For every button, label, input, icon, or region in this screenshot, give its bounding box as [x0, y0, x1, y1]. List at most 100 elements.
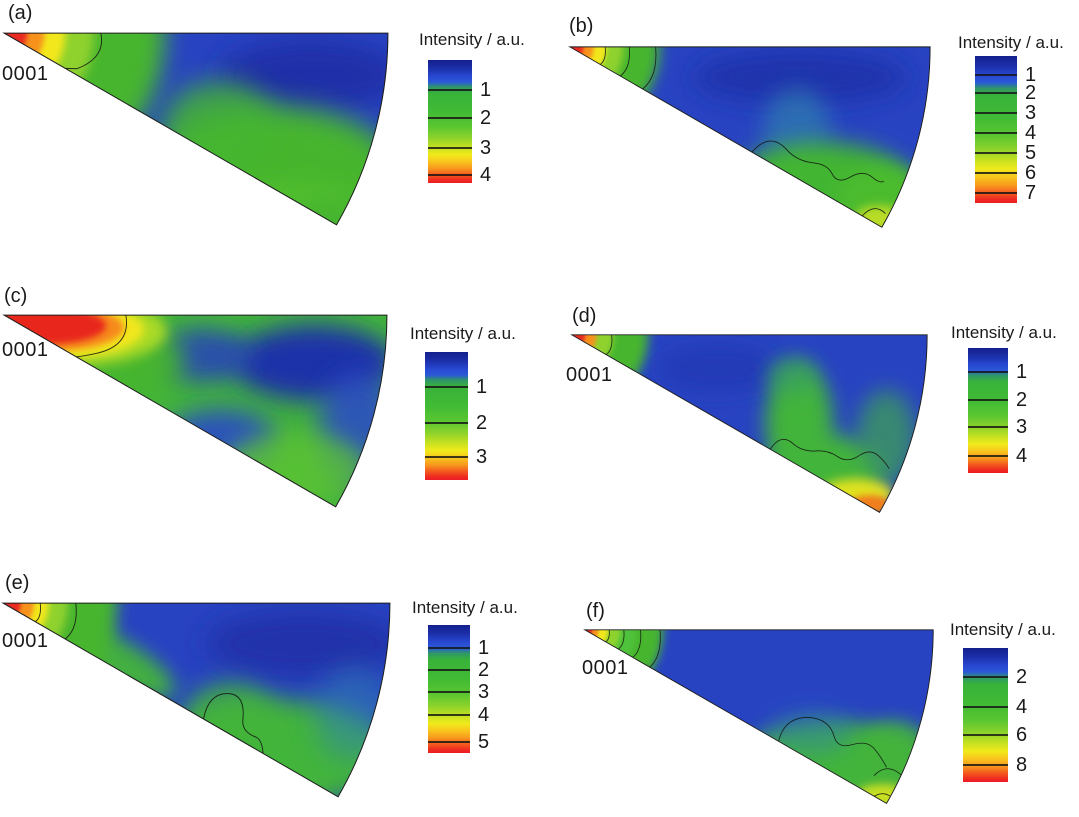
colorbar-tick-line: [428, 117, 472, 120]
panel-label-c: (c): [4, 285, 28, 307]
colorbar-tick-line: [968, 371, 1008, 373]
contour-line: [599, 46, 606, 65]
contour-line: [769, 438, 890, 469]
colorbar-a: 1 2 3 4: [428, 60, 491, 185]
colorbar-title-e: Intensity / a.u.: [412, 598, 518, 617]
wedge-outline: [1, 602, 391, 798]
wedge-outline: [2, 32, 389, 226]
contour-line: [617, 629, 625, 650]
contour-line: [642, 46, 657, 90]
colorbar-tick-line: [425, 422, 468, 425]
colorbar-tick-label: 5: [478, 730, 490, 753]
colorbar-tick-line: [968, 399, 1008, 401]
colorbar-tick-label: 3: [480, 136, 492, 159]
wedge-outline: [2, 314, 388, 508]
ipf-wedge-e: [1, 602, 391, 798]
colorbar-tick-line: [975, 73, 1017, 76]
colorbar-tick-label: 2: [480, 107, 492, 130]
wedge-field: [4, 315, 387, 507]
colorbar-tick-label: 1: [1025, 63, 1037, 86]
contour-line: [34, 603, 41, 623]
contour-line: [605, 629, 610, 643]
colorbar-tick-line: [975, 92, 1017, 95]
colorbar-tick-label: 1: [480, 79, 492, 101]
panel-label-d: (d): [572, 305, 597, 327]
colorbar-f: 2 4 6 8: [963, 648, 1027, 782]
colorbar-tick-label: 4: [478, 703, 490, 726]
colorbar-tick-label: 8: [1016, 753, 1028, 776]
colorbar-tick-line: [968, 426, 1008, 428]
contour-line: [751, 140, 885, 183]
wedge-outline: [568, 46, 931, 228]
colorbar-tick-line: [428, 146, 472, 149]
pole-label-a: 0001: [2, 63, 49, 85]
ipf-wedge-d: [570, 334, 928, 513]
colorbar-tick-label: 6: [1025, 162, 1037, 184]
colorbar-tick-line: [428, 740, 470, 743]
colorbar-tick-label: 3: [1025, 102, 1037, 125]
colorbar-tick-line: [975, 132, 1017, 135]
colorbar-tick-label: 3: [476, 445, 488, 468]
colorbar-tick-label: 6: [1016, 723, 1028, 746]
contour-line: [620, 46, 631, 77]
panel-label-e: (e): [5, 572, 30, 594]
colorbar-c: 1 2 3: [425, 352, 487, 480]
colorbar-tick-label: 4: [1025, 122, 1037, 145]
wedge-field: [3, 603, 390, 797]
panel-label-a: (a): [8, 2, 33, 24]
colorbar-tick-line: [963, 733, 1008, 736]
colorbar-tick-label: 1: [478, 637, 490, 660]
colorbar-tick-line: [425, 455, 468, 458]
colorbar-tick-label: 1: [476, 375, 488, 398]
contour-line: [76, 315, 127, 358]
contour-line: [862, 208, 886, 216]
colorbar-title-f: Intensity / a.u.: [950, 620, 1056, 639]
colorbar-d: 1 2 3 4: [968, 348, 1027, 473]
colorbar-tick-label: 3: [1016, 416, 1028, 438]
wedge-field: [4, 33, 388, 225]
colorbar-tick-line: [428, 669, 470, 672]
ipf-wedge-f: [583, 629, 934, 805]
colorbar-tick-label: 7: [1025, 182, 1037, 204]
colorbar-tick-label: 2: [476, 412, 488, 435]
pole-label-c: 0001: [2, 339, 49, 361]
colorbar-tick-label: 2: [1016, 665, 1028, 688]
wedge-field: [569, 46, 931, 228]
colorbar-tick-line: [963, 675, 1008, 678]
colorbar-tick-label: 2: [1016, 389, 1028, 411]
colorbar-title-b: Intensity / a.u.: [958, 33, 1064, 52]
contour-line: [203, 693, 264, 754]
colorbar-tick-label: 5: [1025, 142, 1037, 165]
colorbar-tick-line: [428, 174, 472, 176]
colorbar-tick-line: [428, 647, 470, 650]
pole-label-e: 0001: [2, 630, 49, 652]
wedge-field: [584, 629, 934, 804]
colorbar-tick-line: [975, 172, 1017, 174]
colorbar-tick-line: [975, 152, 1017, 155]
contour-line: [605, 334, 613, 356]
colorbar-tick-label: 4: [1016, 695, 1028, 718]
contour-line: [632, 629, 642, 658]
ipf-wedge-b: [568, 46, 931, 228]
colorbar-tick-line: [428, 713, 470, 716]
colorbar-title-c: Intensity / a.u.: [410, 324, 516, 343]
colorbar-tick-line: [428, 690, 470, 693]
contour-line: [65, 33, 103, 70]
pole-label-f: 0001: [582, 657, 629, 679]
wedge-outline: [570, 334, 928, 513]
panel-label-b: (b): [569, 15, 594, 37]
wedge-field: [571, 334, 928, 513]
panel-label-f: (f): [586, 600, 605, 622]
contour-line: [649, 629, 661, 668]
colorbar-tick-line: [425, 385, 468, 388]
colorbar-tick-label: 2: [478, 659, 490, 682]
colorbar-tick-line: [975, 192, 1017, 194]
wedge-outline: [583, 629, 934, 805]
contour-line: [64, 603, 77, 640]
colorbar-tick-label: 2: [1025, 82, 1037, 105]
colorbar-tick-line: [428, 89, 472, 91]
colorbar-tick-line: [963, 763, 1008, 766]
